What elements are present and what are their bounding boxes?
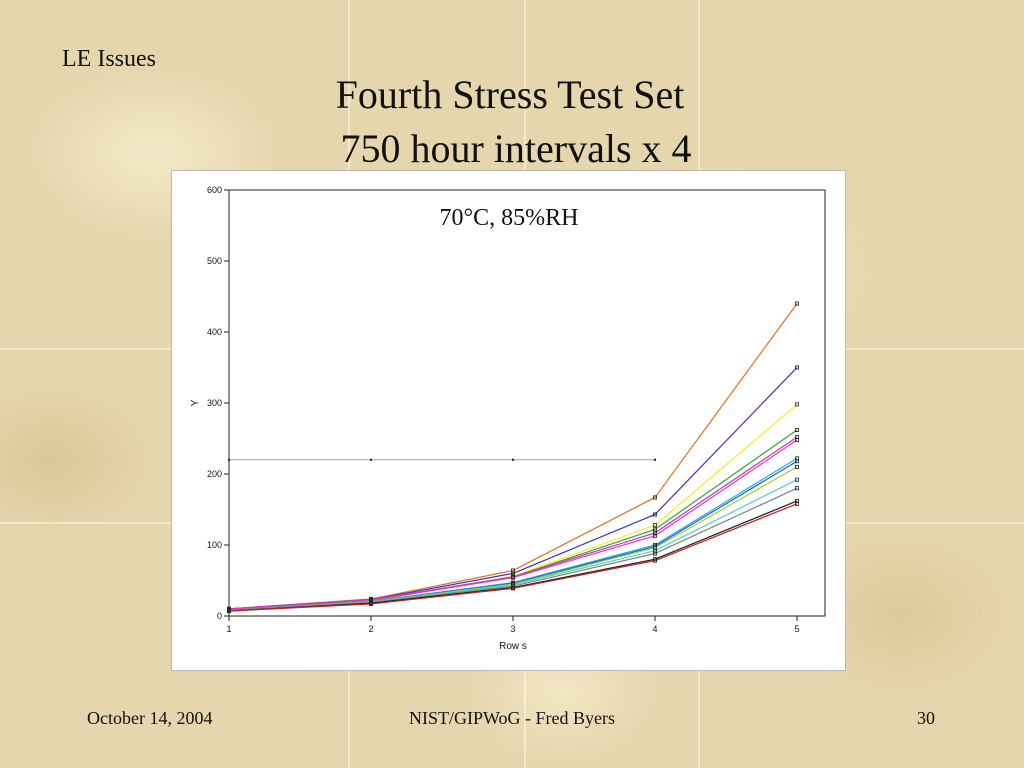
data-point [652, 512, 657, 517]
x-tick-label: 5 [794, 624, 799, 634]
y-tick-label: 600 [207, 185, 222, 195]
reference-point [653, 458, 657, 461]
line-chart: 0 100 200 300 400 500 600 1 2 3 4 5 70°C, 85%RH Row… [190, 185, 826, 652]
section-label: LE Issues [62, 46, 156, 72]
x-tick-label: 1 [226, 624, 231, 634]
y-tick-label: 400 [207, 327, 222, 337]
y-tick-label: 300 [207, 398, 222, 408]
chart-panel: 0 100 200 300 400 500 600 1 2 3 4 5 70°C, 85%RH Row… [171, 170, 846, 671]
page-number: 30 [917, 708, 935, 728]
footer-date: October 14, 2004 [87, 708, 213, 728]
data-point [795, 365, 800, 370]
series-line-5 [228, 436, 798, 610]
data-point [510, 575, 515, 580]
series-line-6 [228, 439, 798, 611]
series-line-2 [228, 367, 798, 610]
reference-point [227, 458, 231, 461]
x-axis-label: Row s [499, 641, 527, 652]
y-tick-label: 200 [207, 469, 222, 479]
reference-point [511, 458, 515, 461]
data-point [795, 501, 800, 506]
series-line-11 [228, 487, 798, 611]
y-tick-label: 0 [217, 611, 222, 621]
data-point [795, 402, 800, 407]
data-point [795, 477, 800, 482]
y-tick-label: 500 [207, 256, 222, 266]
footer-author: NIST/GIPWoG - Fred Byers [408, 708, 616, 728]
series-line-13 [228, 503, 798, 612]
series-group [227, 301, 800, 614]
data-point [795, 486, 800, 491]
slide-title: Fourth Stress Test Set [335, 72, 685, 117]
data-point [795, 464, 800, 469]
x-tick-label: 3 [510, 624, 515, 634]
data-point [795, 459, 800, 464]
y-axis-label: Y [190, 399, 201, 406]
reference-point [369, 458, 373, 461]
series-line-10 [228, 479, 798, 611]
data-point [795, 301, 800, 306]
plot-frame [228, 189, 826, 617]
data-point [368, 601, 373, 606]
y-tick-label: 100 [207, 540, 222, 550]
slide-subtitle: 750 hour intervals x 4 [340, 126, 692, 171]
reference-line [227, 458, 657, 461]
data-point [652, 523, 657, 528]
x-tick-label: 2 [368, 624, 373, 634]
data-point [652, 495, 657, 500]
data-point [652, 551, 657, 556]
data-point [795, 437, 800, 442]
chart-title: 70°C, 85%RH [440, 205, 579, 231]
series-line-12 [228, 500, 798, 612]
data-point [652, 533, 657, 538]
x-tick-label: 4 [652, 624, 657, 634]
data-point [795, 427, 800, 432]
data-point [227, 609, 232, 614]
data-point [652, 558, 657, 563]
data-point [510, 586, 515, 591]
axes: 0 100 200 300 400 500 600 1 2 3 4 5 [207, 185, 826, 634]
